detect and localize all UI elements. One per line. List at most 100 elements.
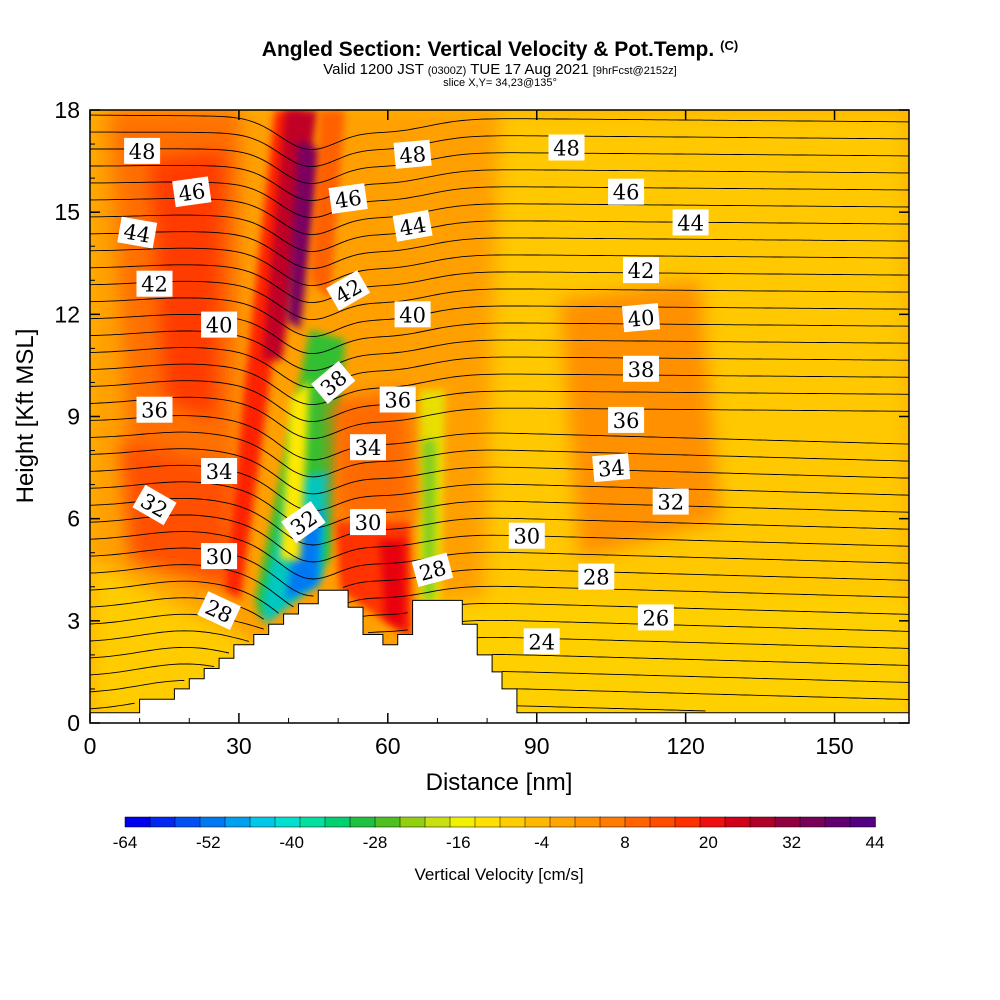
contour-label-box (592, 453, 631, 483)
isentrope (90, 431, 909, 478)
x-tick-label: 60 (375, 733, 401, 759)
contour-label: 42 (136, 270, 173, 297)
colorbar-swatch (224, 816, 251, 828)
contour-label: 46 (172, 176, 212, 208)
colorbar-swatch (299, 816, 326, 828)
contour-label: 34 (201, 458, 238, 484)
colorbar: -64 -52 -40 -28 -16 -4 8 20 32 44 (113, 816, 885, 852)
contour-label-box (548, 134, 585, 161)
colorbar-swatch (749, 816, 776, 828)
colorbar-tick-label: -4 (534, 833, 549, 852)
colorbar-swatch (574, 816, 601, 828)
contour-label-box (411, 552, 454, 588)
colorbar-swatch (424, 816, 451, 828)
contour-label-box (508, 522, 545, 549)
contour-label-box (393, 139, 432, 169)
contour-label: 44 (672, 209, 709, 236)
contour-label-text: 34 (355, 436, 382, 460)
contour-label-box (394, 301, 431, 328)
contour-label-text: 44 (398, 213, 428, 241)
isentrope (90, 415, 909, 461)
contour-label-box (578, 563, 615, 590)
colorbar-swatch (149, 816, 176, 828)
isentrope (90, 131, 909, 167)
contour-label: 46 (608, 178, 645, 205)
colorbar-swatch (449, 816, 476, 828)
isentrope (90, 663, 215, 676)
isentrope (462, 602, 909, 615)
colorbar-tick-label: -52 (196, 833, 221, 852)
isentrope (90, 613, 264, 630)
colorbar-tick-label: -40 (279, 833, 304, 852)
contour-label-box (652, 488, 689, 515)
contour-label: 42 (623, 257, 659, 284)
colorbar-tick-label: 44 (866, 833, 885, 852)
colorbar-swatch (124, 816, 151, 828)
isentrope (90, 497, 909, 546)
contour-label: 32 (652, 488, 689, 515)
contour-label-text: 46 (177, 179, 207, 206)
colorbar-swatch (799, 816, 826, 828)
colorbar-swatch (249, 816, 276, 828)
isentrope (90, 280, 909, 321)
isentrope (462, 619, 909, 632)
colorbar-swatch (724, 816, 751, 828)
contour-label-text: 44 (677, 211, 704, 235)
chart-subtitle: Valid 1200 JST (0300Z) TUE 17 Aug 2021 [… (0, 61, 1000, 78)
isentrope (90, 448, 909, 495)
isentrope (90, 231, 909, 270)
contour-label: 28 (578, 563, 615, 590)
y-tick-label: 9 (67, 404, 80, 430)
isentrope (492, 653, 909, 666)
isentrope (90, 198, 909, 236)
colorbar-swatch (549, 816, 576, 828)
potential-temperature-contours (90, 114, 909, 712)
isentrope (90, 247, 909, 287)
contour-label: 24 (523, 628, 560, 655)
contour-label-text: 30 (355, 511, 382, 535)
contour-label: 36 (136, 396, 173, 423)
contour-label-text: 46 (333, 186, 363, 213)
isentrope (90, 646, 230, 659)
contour-label-box (637, 604, 674, 631)
contour-label-box (623, 355, 659, 382)
contour-label: 30 (201, 543, 238, 570)
contour-label-text: 30 (513, 525, 540, 549)
contour-label-box (392, 209, 433, 242)
colorbar-swatch (824, 816, 851, 828)
contour-label-box (117, 216, 158, 249)
velocity-region (285, 510, 322, 600)
contour-label-box (379, 386, 416, 413)
contour-label: 30 (350, 509, 386, 536)
colorbar-swatch (499, 816, 526, 828)
x-tick-label: 150 (815, 733, 853, 759)
isentrope (90, 347, 909, 389)
isentrope (347, 585, 909, 604)
colorbar-tick-label: 20 (699, 833, 718, 852)
colorbar-swatch (624, 816, 651, 828)
contour-label-text: 32 (657, 491, 684, 515)
y-axis-label: Height [Kft MSL] (12, 329, 39, 504)
contour-label-text: 30 (206, 545, 233, 569)
contour-label-box (623, 257, 659, 284)
colorbar-swatch (374, 816, 401, 828)
contour-label-box (124, 137, 161, 164)
contour-label-box (326, 270, 371, 311)
contour-label: 40 (621, 303, 661, 333)
colorbar-tick-label: -16 (446, 833, 471, 852)
chart-title: Angled Section: Vertical Velocity & Pot.… (0, 38, 1000, 62)
contour-label-box (172, 176, 212, 208)
colorbar-swatch (599, 816, 626, 828)
contour-label: 38 (623, 355, 659, 382)
contour-label-box (201, 543, 238, 570)
contour-label-text: 36 (384, 389, 411, 413)
isentrope (90, 114, 909, 150)
colorbar-tick-label: -64 (113, 833, 138, 852)
contour-label: 34 (592, 453, 631, 483)
isentrope (90, 564, 294, 608)
contour-label-box (608, 178, 645, 205)
contour-label: 36 (608, 406, 645, 433)
contour-label: 36 (379, 386, 416, 413)
